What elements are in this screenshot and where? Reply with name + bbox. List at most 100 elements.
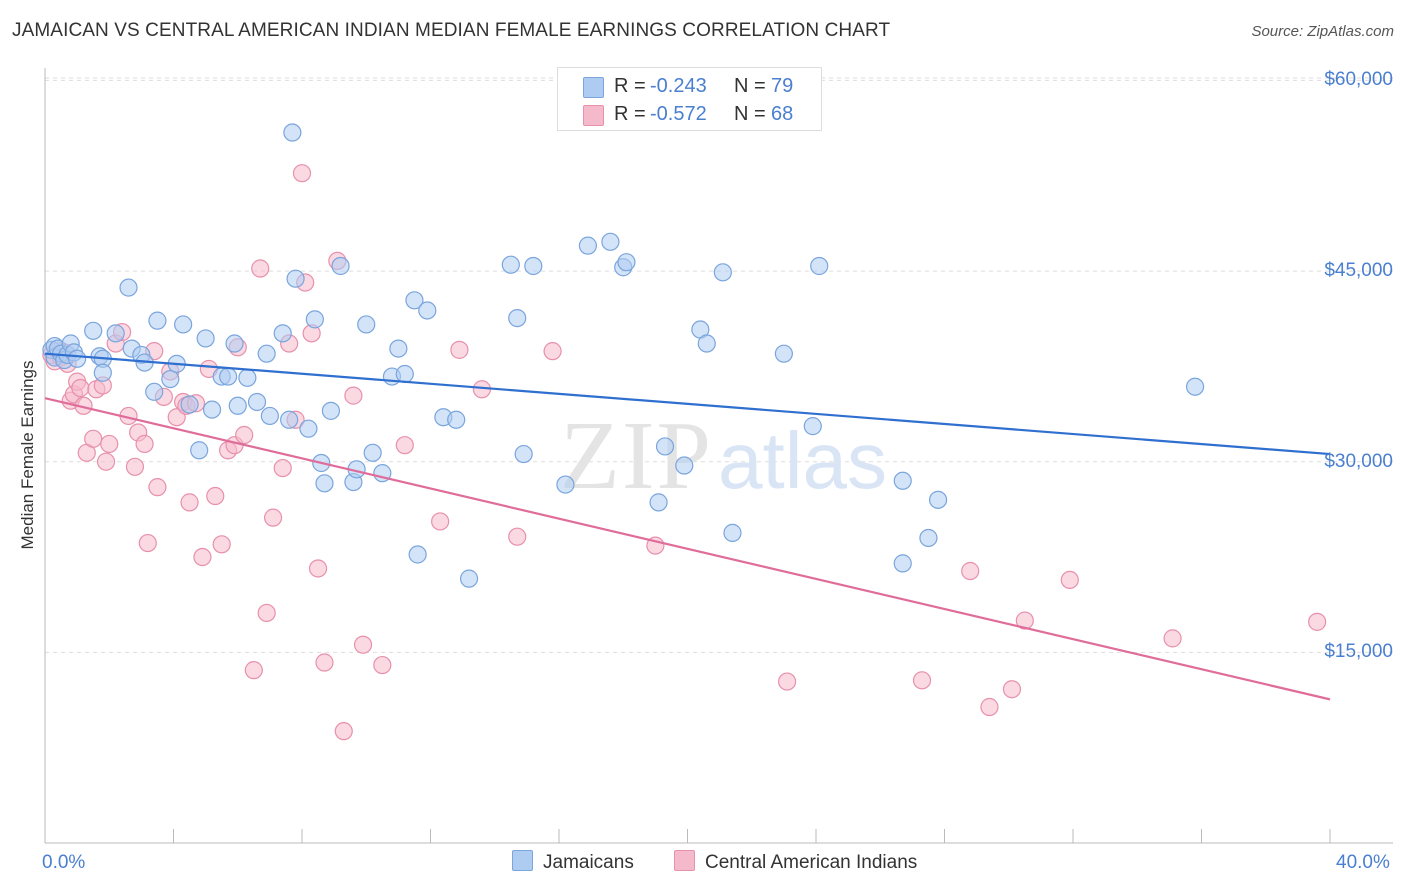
jamaican-point [655,437,675,456]
jamaican-point [919,528,938,548]
axes [44,68,1393,844]
jamaican-point [196,329,215,348]
legend-swatch-pink [583,105,604,126]
legend-r-label: R = [614,103,646,125]
jamaican-point [106,324,125,343]
trend-lines [44,352,1331,701]
jamaican-point [228,396,247,415]
central-american-indian-point [344,386,363,405]
jamaican-point [803,417,822,436]
jamaican-point [180,395,199,414]
jamaican-point [190,441,209,460]
jamaican-point [1185,377,1205,396]
central-american-indian-point [193,547,212,567]
jamaican-point [93,363,112,382]
jamaican-point [649,493,668,512]
svg-text:atlas: atlas [718,416,887,505]
watermark: ZIP atlas [560,402,887,510]
jamaican-point [893,554,912,573]
central-american-indian-point [508,527,527,546]
central-american-indian-point [543,342,562,361]
legend-r-value: -0.572 [650,103,707,125]
central-american-indian-point [395,436,414,455]
jamaican-point [405,291,424,310]
bottom-legend-jamaicans: Jamaicans [512,850,634,874]
central-american-indian-point [912,671,932,690]
correlation-legend: R = -0.243 N = 79 R = -0.572 N = 68 [557,67,822,131]
chart-title: JAMAICAN VS CENTRAL AMERICAN INDIAN MEDI… [12,20,891,41]
jamaican-point [774,344,793,363]
jamaican-point [145,382,164,401]
central-american-indian-point [100,434,119,454]
central-american-indian-point [1015,611,1034,630]
central-american-indian-point [777,672,797,691]
legend-swatch-blue [583,77,604,98]
y-tick-label: $30,000 [1324,450,1393,472]
jamaican-point [273,324,292,343]
jamaican-point [556,475,575,494]
jamaican-point [283,123,302,142]
trend-line-jamaicans [44,352,1331,456]
jamaican-point [810,256,829,276]
central-american-indian-point [1060,570,1079,590]
legend-n-value: 68 [771,103,794,125]
jamaican-point [675,456,694,475]
central-american-indian-point [450,340,469,359]
central-american-indian-point [125,457,145,476]
jamaican-point [315,474,334,493]
legend-n-label: N = [734,103,766,125]
central-american-indian-point [1002,680,1022,699]
y-axis-label: Median Female Earnings [18,360,37,550]
jamaican-point [84,321,103,340]
x-tick-label-min: 0.0% [42,852,86,873]
source-credit: Source: ZipAtlas.com [1251,23,1394,40]
central-american-indian-point [257,603,276,623]
central-american-indian-point [263,508,283,527]
central-american-indian-point [96,452,116,471]
bottom-legend-swatch-blue [512,850,533,871]
central-american-indian-point [353,635,373,654]
jamaican-point [408,545,427,564]
legend-n-value: 79 [771,75,794,97]
jamaican-point [299,419,318,438]
jamaican-point [321,401,341,420]
jamaican-point [363,443,382,462]
trend-line-central-american-indians [44,397,1331,701]
jamaican-point [893,471,912,490]
y-tick-label: $15,000 [1324,641,1393,663]
jamaican-point [395,364,414,384]
central-american-indian-point [244,661,263,680]
central-american-indian-point [980,697,999,717]
central-american-indian-point [334,722,353,741]
bottom-legend-central-american-indians: Central American Indians [674,850,917,874]
legend-r-value: -0.243 [650,75,707,97]
central-american-indian-point [235,425,254,445]
central-american-indian-point [180,493,199,512]
jamaican-point [174,315,193,334]
central-american-indian-point [373,655,392,675]
jamaican-point [459,569,479,588]
jamaican-point [501,255,520,274]
jamaican-point [508,308,527,328]
jamaican-point [68,349,87,368]
jamaican-point [524,256,543,276]
jamaican-point [697,334,716,353]
central-american-indian-point [84,429,103,448]
bottom-legend-swatch-pink [674,850,695,871]
central-american-indian-point [292,164,312,183]
jamaican-point [713,263,732,282]
central-american-indian-point [431,512,450,531]
jamaican-point [286,269,305,288]
central-american-indian-point [273,458,292,478]
jamaican-point [238,368,257,387]
x-tick-label-max: 40.0% [1336,852,1390,873]
jamaican-point [617,253,636,272]
y-tick-label: $45,000 [1324,260,1393,282]
jamaican-point [148,311,167,330]
jamaican-point [161,369,180,389]
jamaican-point [723,523,742,542]
jamaican-point [219,367,238,386]
jamaican-point [357,315,376,334]
jamaican-point [447,410,466,429]
